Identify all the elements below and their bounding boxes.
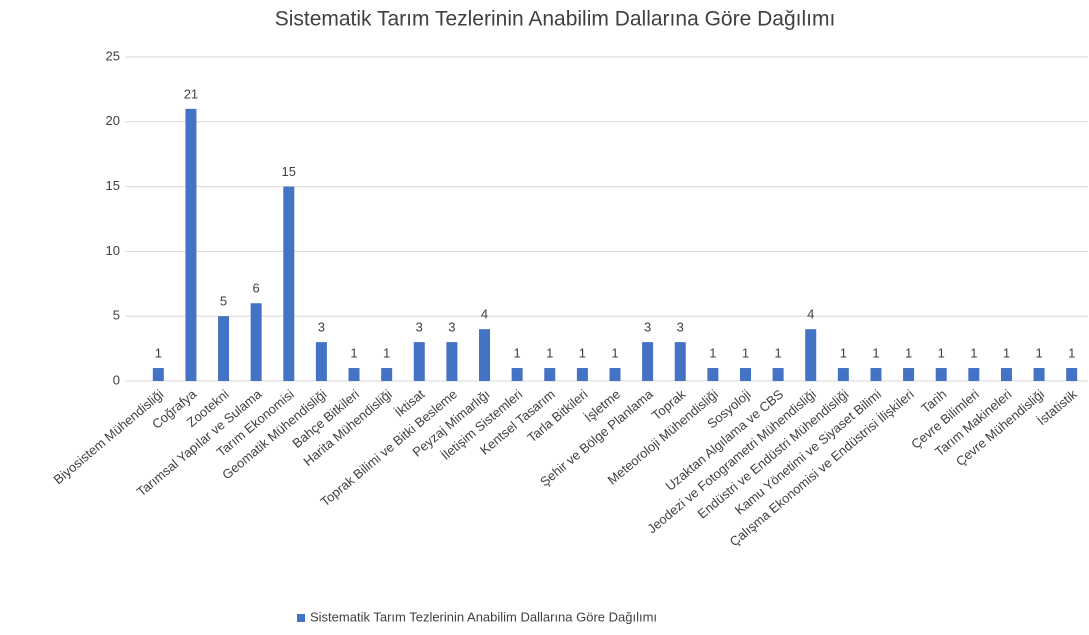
data-label: 3 xyxy=(677,320,684,335)
data-label: 3 xyxy=(416,320,423,335)
bar xyxy=(381,368,393,381)
data-label: 1 xyxy=(905,345,912,360)
bar xyxy=(609,368,621,381)
data-label: 1 xyxy=(742,345,749,360)
bar xyxy=(413,342,425,381)
data-label: 1 xyxy=(383,345,390,360)
bar xyxy=(707,368,719,381)
bar xyxy=(772,368,784,381)
data-label: 6 xyxy=(253,281,260,296)
data-label: 1 xyxy=(970,345,977,360)
data-label: 4 xyxy=(481,307,488,322)
bar xyxy=(185,108,197,381)
data-label: 5 xyxy=(220,294,227,309)
bar xyxy=(935,368,947,381)
bar xyxy=(315,342,327,381)
bar xyxy=(446,342,458,381)
bar xyxy=(642,342,654,381)
bar xyxy=(1066,368,1078,381)
chart-title: Sistematik Tarım Tezlerinin Anabilim Dal… xyxy=(275,8,836,31)
data-label: 1 xyxy=(938,345,945,360)
bar xyxy=(837,368,849,381)
data-label: 1 xyxy=(709,345,716,360)
data-label: 1 xyxy=(155,345,162,360)
data-label: 1 xyxy=(514,345,521,360)
legend-swatch xyxy=(297,614,305,622)
bar xyxy=(739,368,751,381)
data-label: 1 xyxy=(840,345,847,360)
y-tick-label: 5 xyxy=(113,308,120,323)
data-label: 1 xyxy=(546,345,553,360)
bar xyxy=(479,329,491,381)
data-label: 3 xyxy=(644,320,651,335)
bar xyxy=(544,368,556,381)
data-label: 3 xyxy=(318,320,325,335)
bar xyxy=(968,368,980,381)
data-label: 1 xyxy=(1035,345,1042,360)
bar xyxy=(218,316,230,381)
data-label: 21 xyxy=(184,86,198,101)
y-tick-label: 20 xyxy=(106,113,120,128)
y-tick-label: 25 xyxy=(106,48,120,63)
y-tick-label: 15 xyxy=(106,178,120,193)
bar xyxy=(576,368,588,381)
legend-label: Sistematik Tarım Tezlerinin Anabilim Dal… xyxy=(310,609,657,624)
bar xyxy=(348,368,360,381)
bar xyxy=(250,303,262,381)
data-label: 1 xyxy=(1068,345,1075,360)
bar xyxy=(511,368,523,381)
bar xyxy=(903,368,915,381)
bar xyxy=(152,368,164,381)
y-tick-label: 10 xyxy=(106,243,120,258)
bar xyxy=(674,342,686,381)
bar xyxy=(1033,368,1045,381)
data-label: 1 xyxy=(774,345,781,360)
data-label: 1 xyxy=(350,345,357,360)
bar xyxy=(805,329,817,381)
x-tick-label: Biyosistem Mühendisliği xyxy=(51,386,167,487)
data-label: 15 xyxy=(282,164,296,179)
data-label: 4 xyxy=(807,307,814,322)
data-label: 1 xyxy=(1003,345,1010,360)
bar xyxy=(283,186,295,381)
data-label: 1 xyxy=(872,345,879,360)
data-label: 1 xyxy=(579,345,586,360)
bar xyxy=(870,368,882,381)
bar xyxy=(1000,368,1012,381)
data-label: 3 xyxy=(448,320,455,335)
y-tick-label: 0 xyxy=(113,372,120,387)
data-label: 1 xyxy=(611,345,618,360)
